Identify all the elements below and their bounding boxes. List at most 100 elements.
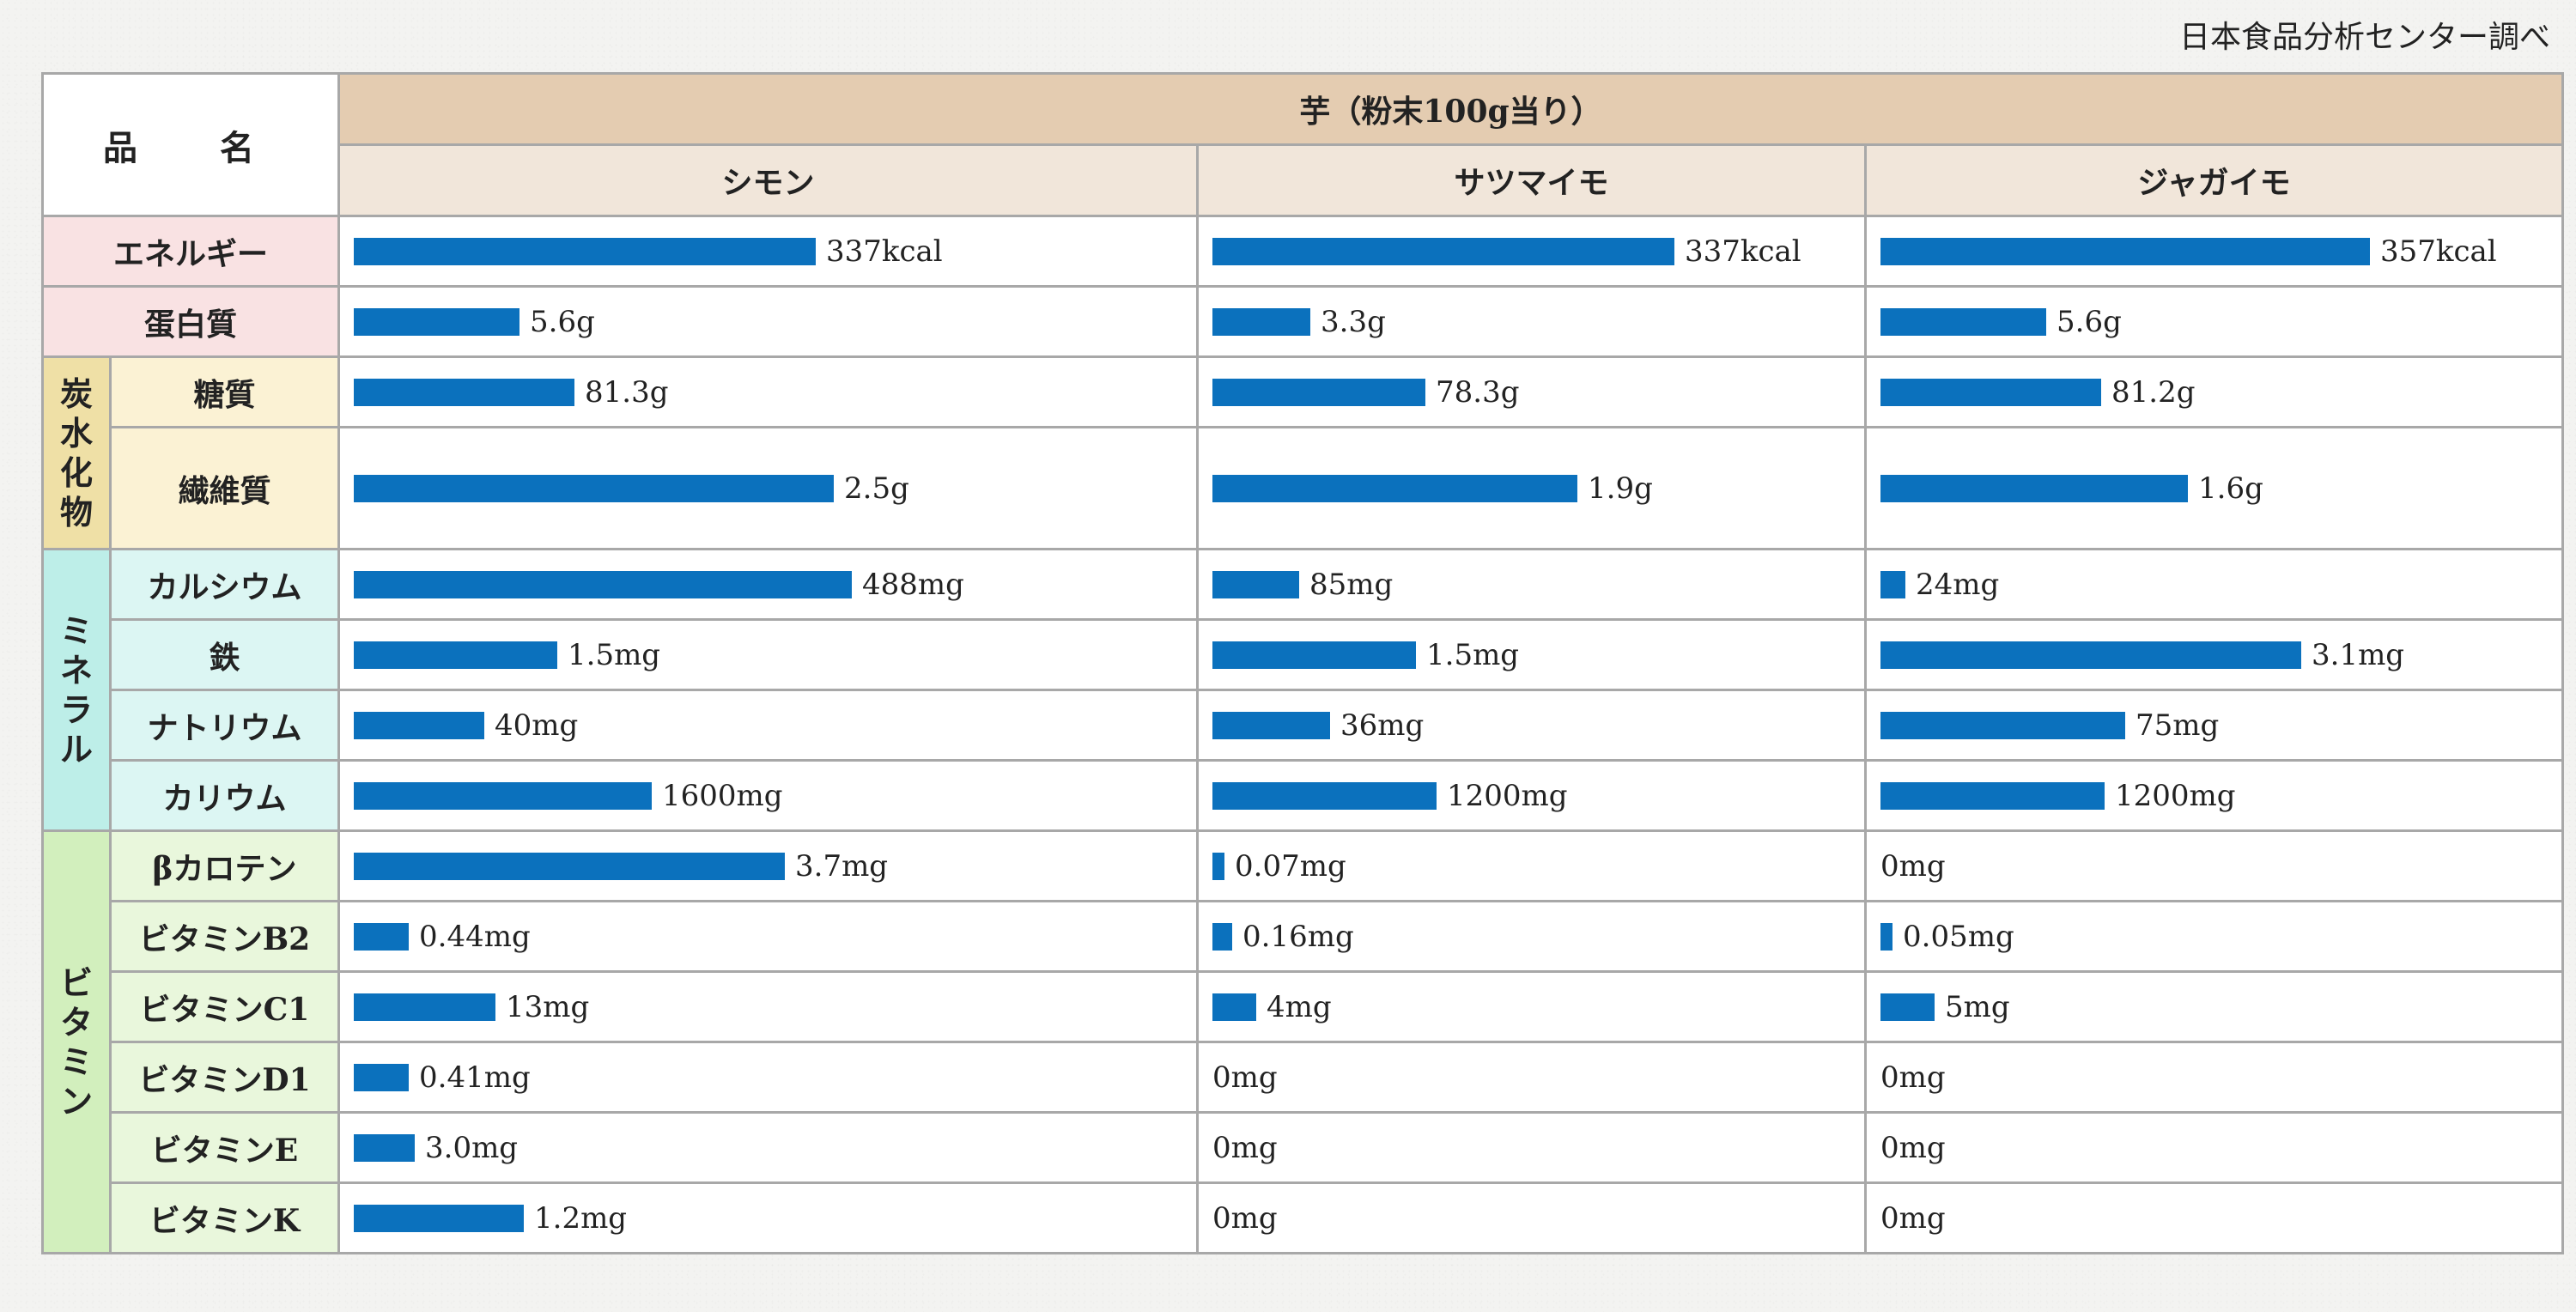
value-label: 2.5g bbox=[844, 471, 909, 506]
bar bbox=[1212, 641, 1416, 669]
value-cell: 0.05mg bbox=[1863, 900, 2565, 973]
bar bbox=[354, 237, 816, 265]
row-label: ビタミンK bbox=[109, 1181, 340, 1254]
value-label: 0.07mg bbox=[1235, 848, 1346, 884]
value-label: 0.41mg bbox=[419, 1060, 531, 1095]
source-note: 日本食品分析センター調べ bbox=[2178, 20, 2550, 55]
bar bbox=[1880, 922, 1893, 951]
chart-row: ビタミンB2 0.44mg 0.16mg 0.05mg bbox=[43, 900, 2565, 973]
value-label: 5.6g bbox=[530, 304, 595, 339]
chart-row: ビタミンC1 13mg 4mg 5mg bbox=[43, 970, 2565, 1043]
value-cell: 0mg bbox=[1196, 1181, 1867, 1254]
bar bbox=[354, 1204, 524, 1232]
row-label: カリウム bbox=[109, 759, 340, 832]
value-label: 0mg bbox=[1880, 1060, 1946, 1095]
chart-row: カリウム 1600mg 1200mg 1200mg bbox=[43, 759, 2565, 832]
value-cell: 3.3g bbox=[1196, 285, 1867, 358]
bar bbox=[1212, 852, 1224, 880]
value-label: 0mg bbox=[1212, 1060, 1278, 1095]
series-header-simon: シモン bbox=[337, 143, 1199, 217]
bar bbox=[354, 781, 652, 810]
row-label: βカロテン bbox=[109, 829, 340, 902]
value-label: 0.44mg bbox=[419, 919, 531, 954]
value-cell: 3.1mg bbox=[1863, 618, 2565, 691]
value-label: 0mg bbox=[1880, 1200, 1946, 1236]
value-cell: 1.2mg bbox=[337, 1181, 1199, 1254]
chart-row: エネルギー 337kcal 337kcal 357kcal bbox=[41, 215, 2565, 288]
value-label: 81.3g bbox=[585, 374, 669, 410]
row-label: エネルギー bbox=[41, 215, 340, 288]
value-label: 1200mg bbox=[2115, 778, 2236, 813]
value-cell: 1.5mg bbox=[1196, 618, 1867, 691]
value-label: 337kcal bbox=[1685, 234, 1801, 269]
value-cell: 81.3g bbox=[337, 355, 1199, 428]
bar bbox=[1212, 237, 1674, 265]
category-label: 炭水化物 bbox=[41, 355, 112, 550]
value-label: 1.5mg bbox=[568, 637, 661, 672]
bar bbox=[1212, 993, 1256, 1021]
bar bbox=[354, 474, 834, 502]
value-cell: 5.6g bbox=[337, 285, 1199, 358]
bar bbox=[1212, 570, 1299, 598]
bar bbox=[1212, 378, 1425, 406]
value-label: 0mg bbox=[1212, 1200, 1278, 1236]
value-label: 5mg bbox=[1945, 989, 2010, 1024]
chart-row: ビタミンK 1.2mg 0mg 0mg bbox=[43, 1181, 2565, 1254]
chart-row: ビタミン βカロテン 3.7mg 0.07mg 0mg bbox=[41, 829, 2565, 1254]
chart-row: ミネラルカルシウム 488mg 85mg 24mg bbox=[41, 548, 2565, 832]
value-label: 1.2mg bbox=[534, 1200, 628, 1236]
value-label: 0mg bbox=[1880, 848, 1946, 884]
chart-row: ナトリウム 40mg 36mg 75mg bbox=[43, 689, 2565, 762]
value-cell: 0.41mg bbox=[337, 1041, 1199, 1114]
value-cell: 0mg bbox=[1196, 1111, 1867, 1184]
value-cell: 337kcal bbox=[1196, 215, 1867, 288]
value-cell: 0.44mg bbox=[337, 900, 1199, 973]
category-label: ビタミン bbox=[41, 829, 112, 1254]
bar bbox=[354, 852, 785, 880]
row-label: 糖質 bbox=[109, 355, 340, 428]
value-cell: 1200mg bbox=[1196, 759, 1867, 832]
value-cell: 78.3g bbox=[1196, 355, 1867, 428]
value-cell: 488mg bbox=[337, 548, 1199, 621]
bar bbox=[354, 307, 519, 336]
value-label: 40mg bbox=[495, 708, 579, 743]
value-cell: 0mg bbox=[1863, 1111, 2565, 1184]
value-cell: 40mg bbox=[337, 689, 1199, 762]
row-label: 蛋白質 bbox=[41, 285, 340, 358]
value-label: 1600mg bbox=[662, 778, 783, 813]
value-label: 357kcal bbox=[2380, 234, 2497, 269]
category-label: ミネラル bbox=[41, 548, 112, 832]
nutrition-chart-table: 品 名 芋（粉末100g当り） シモン サツマイモ ジャガイモ エネルギー 337… bbox=[41, 72, 2565, 1254]
value-cell: 1.5mg bbox=[337, 618, 1199, 691]
value-cell: 0mg bbox=[1863, 1041, 2565, 1114]
value-label: 13mg bbox=[506, 989, 590, 1024]
bar bbox=[354, 378, 574, 406]
value-label: 1.5mg bbox=[1426, 637, 1520, 672]
value-cell: 0mg bbox=[1863, 1181, 2565, 1254]
value-label: 1200mg bbox=[1447, 778, 1568, 813]
value-cell: 357kcal bbox=[1863, 215, 2565, 288]
value-cell: 85mg bbox=[1196, 548, 1867, 621]
chart-row: 鉄 1.5mg 1.5mg 3.1mg bbox=[43, 618, 2565, 691]
chart-row: 蛋白質 5.6g 3.3g 5.6g bbox=[41, 285, 2565, 358]
value-label: 81.2g bbox=[2111, 374, 2196, 410]
row-label: ビタミンC1 bbox=[109, 970, 340, 1043]
bar bbox=[1880, 711, 2125, 739]
value-label: 488mg bbox=[862, 567, 964, 602]
value-cell: 24mg bbox=[1863, 548, 2565, 621]
bar bbox=[354, 711, 484, 739]
bar bbox=[1212, 307, 1310, 336]
value-cell: 36mg bbox=[1196, 689, 1867, 762]
row-label: 繊維質 bbox=[109, 426, 340, 550]
value-cell: 4mg bbox=[1196, 970, 1867, 1043]
value-cell: 2.5g bbox=[337, 426, 1199, 550]
row-label: ナトリウム bbox=[109, 689, 340, 762]
bar bbox=[354, 922, 409, 951]
chart-row: 炭水化物糖質 81.3g 78.3g 81.2g bbox=[41, 355, 2565, 550]
value-cell: 0.07mg bbox=[1196, 829, 1867, 902]
value-label: 4mg bbox=[1267, 989, 1332, 1024]
bar bbox=[1880, 641, 2301, 669]
bar bbox=[354, 993, 495, 1021]
chart-title-header: 芋（粉末100g当り） bbox=[337, 72, 2565, 146]
bar bbox=[1212, 711, 1330, 739]
